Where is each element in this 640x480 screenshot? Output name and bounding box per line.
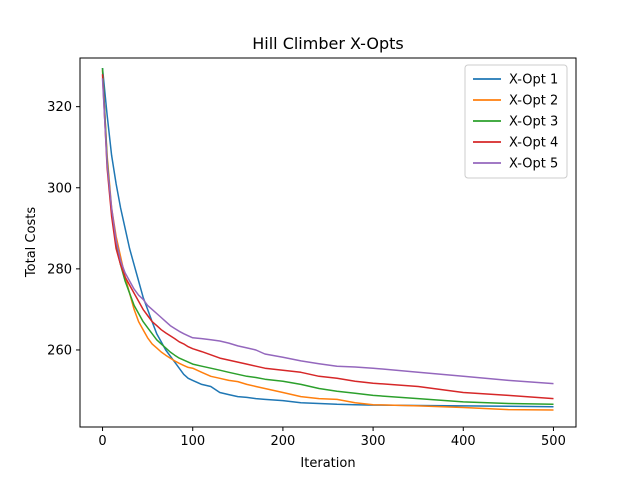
chart-title: Hill Climber X-Opts <box>252 34 404 53</box>
y-tick-label: 300 <box>47 181 72 196</box>
plot-frame <box>79 57 577 428</box>
legend: X-Opt 1 X-Opt 2 X-Opt 3 X-Opt 4 X-Opt 5 <box>464 64 568 179</box>
y-tick-label: 320 <box>47 100 72 115</box>
x-tick-label: 100 <box>180 434 205 449</box>
y-axis: 260 280 300 320 <box>47 100 80 358</box>
x-axis-title: Iteration <box>300 456 355 471</box>
y-tick-label: 260 <box>47 343 72 358</box>
legend-label-3: X-Opt 3 <box>509 115 558 130</box>
legend-label-5: X-Opt 5 <box>509 157 558 172</box>
y-tick-label: 280 <box>47 262 72 277</box>
x-tick-label: 500 <box>541 434 566 449</box>
series-line-4 <box>101 74 554 400</box>
plot-area <box>79 57 577 428</box>
legend-box <box>464 64 568 179</box>
legend-label-2: X-Opt 2 <box>509 94 558 109</box>
series-lines <box>101 68 554 411</box>
legend-label-1: X-Opt 1 <box>509 73 558 88</box>
x-tick-label: 200 <box>270 434 295 449</box>
x-tick-label: 300 <box>361 434 386 449</box>
x-axis: 0 100 200 300 400 500 <box>98 427 566 449</box>
series-line-1 <box>101 68 554 408</box>
series-line-5 <box>101 78 554 385</box>
series-line-3 <box>101 68 554 406</box>
legend-label-4: X-Opt 4 <box>509 136 558 151</box>
x-tick-label: 0 <box>98 434 106 449</box>
y-axis-title: Total Costs <box>24 207 39 278</box>
x-tick-label: 400 <box>451 434 476 449</box>
